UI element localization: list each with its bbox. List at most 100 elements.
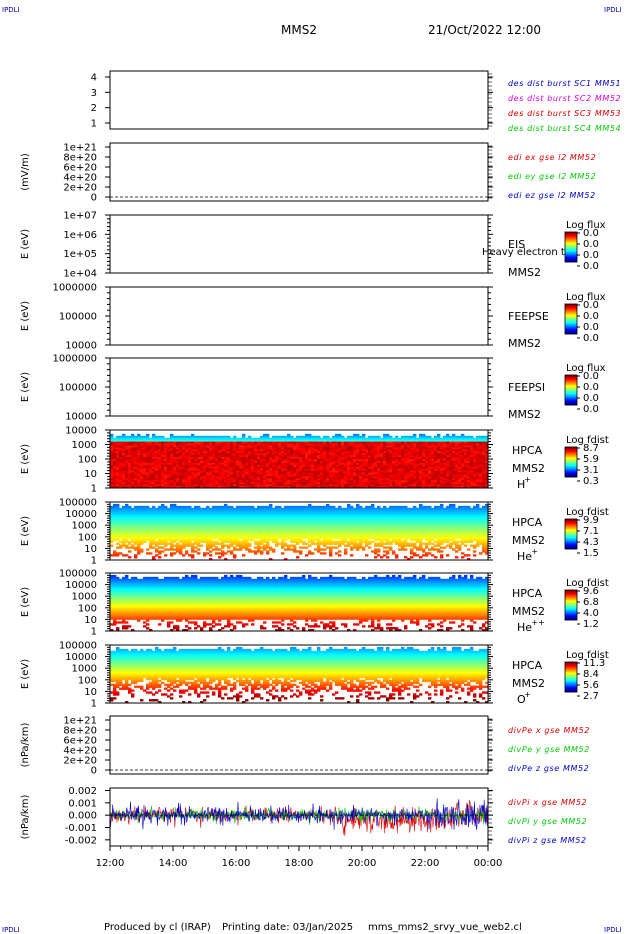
- heatmap-cell: [155, 460, 159, 464]
- heatmap-cell: [149, 459, 153, 462]
- heatmap-cell: [143, 474, 147, 477]
- heatmap-cell: [236, 443, 240, 446]
- heatmap-cell: [182, 451, 186, 454]
- heatmap-cell: [158, 439, 162, 442]
- heatmap-cell: [170, 472, 174, 475]
- heatmap-cell: [293, 482, 297, 485]
- heatmap-cell: [317, 439, 321, 442]
- heatmap-cell: [143, 540, 147, 543]
- heatmap-cell: [173, 435, 177, 439]
- heatmap-cell: [116, 468, 120, 471]
- heatmap-cell: [167, 460, 171, 464]
- heatmap-cell: [293, 468, 297, 471]
- heatmap-cell: [212, 466, 216, 470]
- heatmap-cell: [266, 466, 270, 470]
- heatmap-cell: [110, 459, 114, 462]
- heatmap-cell: [242, 478, 246, 481]
- colorbar-step: [565, 314, 577, 316]
- heatmap-cell: [203, 468, 207, 471]
- heatmap-cell: [329, 441, 333, 444]
- heatmap-cell: [137, 464, 141, 468]
- heatmap-cell: [182, 435, 186, 439]
- heatmap-cell: [149, 437, 153, 441]
- heatmap-cell: [212, 451, 216, 454]
- heatmap-cell: [266, 435, 270, 439]
- heatmap-cell: [188, 482, 192, 485]
- heatmap-cell: [188, 445, 192, 448]
- heatmap-cell: [323, 484, 327, 487]
- heatmap-cell: [194, 484, 198, 487]
- heatmap-cell: [278, 472, 282, 475]
- heatmap-cell: [227, 437, 231, 441]
- heatmap-cell: [239, 460, 243, 464]
- heatmap-cell: [296, 457, 300, 460]
- heatmap-cell: [278, 470, 282, 473]
- heatmap-cell: [206, 459, 210, 462]
- heatmap-cell: [158, 468, 162, 471]
- heatmap-cell: [239, 462, 243, 466]
- heatmap-cell: [254, 459, 258, 462]
- heatmap-cell: [311, 443, 315, 446]
- heatmap-cell: [287, 439, 291, 442]
- heatmap-cell: [281, 439, 285, 442]
- heatmap-cell: [257, 447, 261, 450]
- heatmap-cell: [143, 476, 147, 479]
- heatmap-cell: [173, 544, 177, 547]
- heatmap-cell: [167, 538, 171, 542]
- heatmap-cell: [326, 437, 330, 441]
- heatmap-cell: [122, 460, 126, 464]
- heatmap-cell: [254, 470, 258, 473]
- heatmap-cell: [245, 466, 249, 470]
- colorbar-step: [565, 379, 577, 381]
- heatmap-cell: [269, 455, 273, 458]
- heatmap-cell: [167, 451, 171, 454]
- heatmap-cell: [140, 468, 144, 471]
- heatmap-cell: [320, 472, 324, 475]
- colorbar-step: [565, 255, 577, 257]
- heatmap-cell: [311, 472, 315, 475]
- colorbar-step: [565, 233, 577, 235]
- heatmap-cell: [245, 441, 249, 444]
- colorbar-step: [565, 329, 577, 331]
- heatmap-cell: [260, 482, 264, 485]
- heatmap-cell: [284, 443, 288, 446]
- heatmap-cell: [170, 460, 174, 464]
- heatmap-cell: [293, 486, 297, 489]
- heatmap-cell: [164, 453, 168, 456]
- heatmap-cell: [266, 451, 270, 454]
- heatmap-cell: [275, 441, 279, 444]
- heatmap-cell: [296, 468, 300, 471]
- heatmap-cell: [152, 470, 156, 473]
- heatmap-cell: [239, 470, 243, 473]
- heatmap-cell: [326, 435, 330, 439]
- heatmap-cell: [113, 447, 117, 450]
- heatmap-cell: [293, 457, 297, 460]
- heatmap-cell: [266, 486, 270, 489]
- heatmap-cell: [254, 447, 258, 450]
- heatmap-cell: [251, 453, 255, 456]
- heatmap-cell: [248, 486, 252, 489]
- heatmap-cell: [182, 437, 186, 441]
- colorbar-step: [565, 241, 577, 243]
- heatmap-cell: [203, 455, 207, 458]
- heatmap-cell: [167, 459, 171, 462]
- heatmap-cell: [203, 437, 207, 441]
- heatmap-cell: [239, 480, 243, 483]
- heatmap-cell: [116, 443, 120, 446]
- heatmap-cell: [263, 445, 267, 448]
- heatmap-cell: [284, 466, 288, 470]
- heatmap-cell: [215, 480, 219, 483]
- heatmap-cell: [305, 453, 309, 456]
- heatmap-cell: [143, 459, 147, 462]
- heatmap-cell: [188, 476, 192, 479]
- heatmap-cell: [197, 478, 201, 481]
- heatmap-cell: [236, 476, 240, 479]
- heatmap-cell: [290, 462, 294, 466]
- heatmap-cell: [245, 486, 249, 489]
- heatmap-cell: [293, 459, 297, 462]
- heatmap-cell: [266, 437, 270, 441]
- heatmap-cell: [218, 451, 222, 454]
- heatmap-cell: [278, 480, 282, 483]
- heatmap-cell: [125, 474, 129, 477]
- heatmap-cell: [290, 476, 294, 479]
